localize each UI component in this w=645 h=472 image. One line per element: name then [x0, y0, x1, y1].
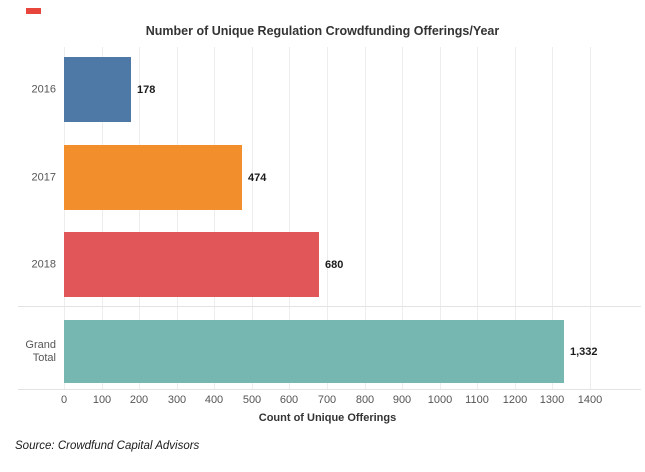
red-mark-fragment — [26, 8, 41, 14]
pane-separator-line — [18, 306, 641, 307]
x-tick-label-300: 300 — [167, 394, 187, 406]
x-tick-label-0: 0 — [60, 394, 68, 406]
gridline-x-0 — [64, 47, 65, 389]
x-tick-label-200: 200 — [129, 394, 149, 406]
x-tick-label-1300: 1300 — [539, 394, 565, 406]
bar-value-label-2016: 178 — [137, 83, 156, 96]
bar-value-label-grand-total: 1,332 — [570, 345, 598, 358]
gridline-x-200 — [139, 47, 140, 389]
gridline-x-600 — [289, 47, 290, 389]
gridline-x-700 — [327, 47, 328, 389]
plot-area: 178 474 680 1,332 — [64, 47, 598, 389]
x-tick-label-800: 800 — [355, 394, 375, 406]
gridline-x-900 — [402, 47, 403, 389]
gridline-x-1200 — [515, 47, 516, 389]
x-tick-label-400: 400 — [204, 394, 224, 406]
gridline-x-1300 — [552, 47, 553, 389]
y-axis-label-2018: 2018 — [31, 258, 56, 270]
bar-grand-total — [64, 320, 564, 383]
bar-value-label-2018: 680 — [325, 258, 344, 271]
x-tick-label-1100: 1100 — [465, 394, 489, 406]
gridline-x-300 — [177, 47, 178, 389]
y-axis-label-2016: 2016 — [31, 83, 56, 95]
x-axis-title: Count of Unique Offerings — [258, 412, 397, 424]
gridline-x-100 — [102, 47, 103, 389]
bar-2016 — [64, 57, 131, 122]
gridline-x-1100 — [477, 47, 478, 389]
x-tick-label-600: 600 — [279, 394, 299, 406]
x-tick-label-700: 700 — [317, 394, 337, 406]
gridline-x-500 — [252, 47, 253, 389]
x-tick-label-100: 100 — [92, 394, 112, 406]
x-tick-label-500: 500 — [242, 394, 262, 406]
y-axis-label-2017: 2017 — [31, 171, 56, 183]
chart-title: Number of Unique Regulation Crowdfunding… — [145, 24, 500, 38]
x-tick-label-1000: 1000 — [427, 394, 453, 406]
x-tick-label-1200: 1200 — [502, 394, 528, 406]
bar-2017 — [64, 145, 242, 210]
gridline-x-1400 — [590, 47, 591, 389]
x-tick-label-1400: 1400 — [577, 394, 603, 406]
source-note: Source: Crowdfund Capital Advisors — [15, 440, 200, 452]
x-axis-line — [18, 389, 641, 390]
x-tick-label-900: 900 — [392, 394, 412, 406]
bar-2018 — [64, 232, 319, 297]
bar-value-label-2017: 474 — [248, 171, 267, 184]
gridline-x-1000 — [440, 47, 441, 389]
gridline-x-800 — [365, 47, 366, 389]
gridline-x-400 — [214, 47, 215, 389]
y-axis-label-grand-total: Grand Total — [25, 338, 56, 364]
